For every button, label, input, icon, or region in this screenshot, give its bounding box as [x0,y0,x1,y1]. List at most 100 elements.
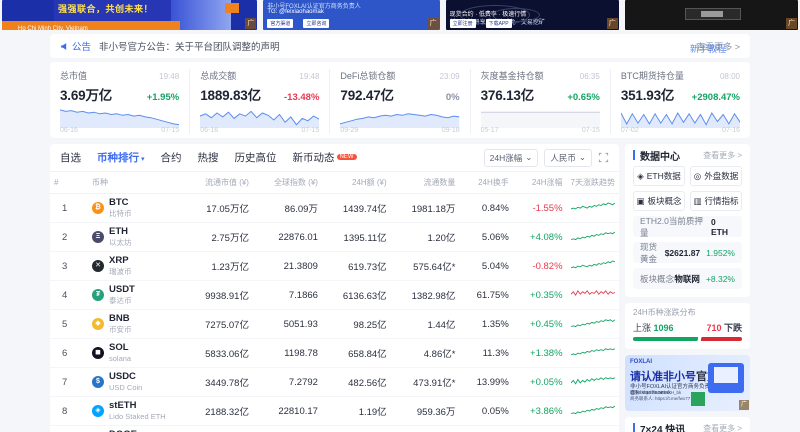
period-select[interactable]: 24H涨幅 ⌄ [483,148,539,167]
cell-coin[interactable]: ◈ stETH Lido Staked ETH [88,396,184,426]
cell-price: 1198.78 [252,338,322,368]
table-row[interactable]: 1 ₿ BTC 比特币 17.05万亿 86.09万 1439.74亿 1981.18万 0.8… [50,193,619,223]
sidebar-ad[interactable]: FOXLAI 请认准非小号官方渠道 非小号FOXLAI认证官方商务负责人TG: … [625,355,750,411]
cell-coin[interactable]: ◆ BNB 币安币 [88,309,184,339]
cell-trend [566,193,619,223]
stat-row-spot-gold[interactable]: 现货黄金 $2621.87 1.952% [633,242,742,264]
th-volume[interactable]: 24H额 (¥) [321,172,391,194]
ad-banner-1[interactable]: 强强联合，共创未来！ Ho Chi Minh City, Vietnam 广告 [2,0,258,30]
cell-coin[interactable]: ₮ USDT 泰达币 [88,280,184,310]
stat-card-defi-tvl[interactable]: DeFi总锁仓额 23:09 792.47亿 0% 09-29 09-18 [330,69,471,134]
button-market-indicators[interactable]: ▥ 行情指标 [690,191,742,211]
tab-new-coins[interactable]: 新币动态 NEW [293,150,357,165]
coin-name: 以太坊 [109,238,132,247]
th-price[interactable]: 全球指数 (¥) [252,172,322,194]
data-center-more-link[interactable]: 查看更多 > [703,150,742,160]
sparkline-grayscale [480,106,600,128]
announcement-text: 非小号官方公告：关于平台团队调整的声明 [99,42,280,53]
cell-supply: 575.64亿* [390,251,460,281]
table-row[interactable]: 3 ✕ XRP 瑞波币 1.23万亿 21.3809 619.73亿 575.64亿* 5.04… [50,251,619,281]
cell-rank: 5 [50,309,88,339]
ad-banner-2[interactable]: 非小号FOXLAI认证官方商务负责人 TG: @feixiaohaomak 官方… [263,0,440,30]
stat-card-total-volume[interactable]: 总成交额 19:48 1889.83亿 -13.48% 06-16 07-15 [190,69,331,134]
th-turnover[interactable]: 24H换手 [459,172,513,194]
cell-price: 7.2792 [252,367,322,397]
coin-tabs: 自选 币种排行 ▾ 合约 热搜 历史高位 新币动态 NEW 24H涨幅 ⌄ 人民币 ⌄ [50,144,619,172]
stat-row-eth2-staked[interactable]: ETH2.0当前质押量 0 ETH [633,215,742,238]
data-center-buttons: ◈ ETH数据 ◎ 外盘数据 ▣ 板块概念 ▥ 行情指标 [633,166,742,211]
ad-banner-2-chip1[interactable]: 官方渠道 [267,19,294,28]
sidebar-ad-headline-prefix: 请认准非小号 [630,371,696,383]
table-row[interactable]: 2 Ξ ETH 以太坊 2.75万亿 22876.01 1395.11亿 1.20亿 5.06%… [50,222,619,252]
stat-label: BTC期货持仓量 [620,71,684,81]
sidebar-ad-illustration-screen [714,367,738,383]
tab-historical-high[interactable]: 历史高位 [234,152,277,164]
trend-sparkline [571,405,615,415]
th-coin[interactable]: 币种 [88,172,184,194]
cell-coin[interactable]: ◼ SOL solana [88,338,184,368]
table-row[interactable]: 4 ₮ USDT 泰达币 9938.91亿 7.1866 6136.63亿 1382.98亿 6… [50,280,619,310]
th-rank[interactable]: # [50,172,88,194]
cell-price: 86.09万 [252,193,322,223]
button-eth-data[interactable]: ◈ ETH数据 [633,166,685,186]
cell-coin[interactable]: ✕ XRP 瑞波币 [88,251,184,281]
ad-banner-3-chip2[interactable]: 下载APP [485,19,512,28]
cell-supply: 473.91亿* [390,367,460,397]
table-row[interactable]: 7 $ USDC USD Coin 3449.78亿 7.2792 482.56亿 473.9… [50,367,619,397]
cell-rank: 1 [50,193,88,223]
tab-favorites[interactable]: 自选 [60,152,81,164]
cell-coin[interactable]: ÐDOGE狗狗币 [88,425,184,432]
trend-sparkline [571,260,615,269]
button-sector-concepts[interactable]: ▣ 板块概念 [633,191,685,211]
currency-select[interactable]: 人民币 ⌄ [544,148,592,167]
announcement-more-link[interactable]: 查看更多 > [696,41,740,52]
ad-banner-3[interactable]: 现货合约 · 低费率 · 极速行情 新用户注册享手续费减免 · 交易挖矿 立即注… [445,0,619,30]
stat-time: 19:48 [159,72,180,81]
button-overseas-data[interactable]: ◎ 外盘数据 [690,166,742,186]
coin-icon: ◆ [92,318,104,330]
sparkline-btc-futures-oi [620,106,741,128]
trend-sparkline [571,348,615,356]
trend-sparkline [571,319,615,328]
cell-price: 1.4634 [252,425,322,432]
table-row[interactable]: 9ÐDOGE狗狗币2161.14亿1.4634374.62亿1476.75亿17… [50,425,619,432]
stat-axis-right: 07-16 [722,127,741,134]
ad-badge-4: 广告 [786,18,797,29]
cell-volume: 1439.74亿 [321,193,391,223]
cell-coin[interactable]: $ USDC USD Coin [88,367,184,397]
stat-row-label: 板块概念 [640,273,675,284]
stat-card-total-marketcap[interactable]: 总市值 19:48 3.69万亿 +1.95% 06-16 07-15 [50,69,191,134]
announcement-bar[interactable]: 公告 非小号官方公告：关于平台团队调整的声明 查看更多 > [50,34,750,58]
cell-trend [566,222,619,252]
ad-banner-3-chip1[interactable]: 立即注册 [449,19,476,28]
th-supply[interactable]: 流通数量 [390,172,460,194]
cell-coin[interactable]: ₿ BTC 比特币 [88,193,184,223]
expand-icon[interactable] [598,152,609,163]
table-row[interactable]: 5 ◆ BNB 币安币 7275.07亿 5051.93 98.25亿 1.44亿 1.35% +… [50,309,619,339]
th-change[interactable]: 24H涨幅 [512,172,567,194]
cell-turnover: 11.3% [459,338,513,368]
tab-contracts[interactable]: 合约 [160,152,182,164]
beginner-guide-link[interactable]: 新手教程 [690,44,727,54]
ad-banner-2-chip2[interactable]: 立即咨询 [303,19,330,28]
tab-coin-ranking[interactable]: 币种排行 ▾ [97,150,145,165]
coin-name: solana [109,354,132,363]
stat-row-sector-concept[interactable]: 板块概念 物联网 +8.32% [633,268,742,289]
cell-supply: 1.20亿 [390,222,460,252]
stat-card-grayscale[interactable]: 灰度基金持仓额 06:35 376.13亿 +0.65% 05-17 07-15 [471,69,611,134]
cell-turnover: 1.35% [459,309,513,339]
news-more-link[interactable]: 查看更多 > [703,423,742,432]
cell-marketcap: 3449.78亿 [184,367,253,397]
cell-coin[interactable]: Ξ ETH 以太坊 [88,222,184,252]
table-row[interactable]: 6 ◼ SOL solana 5833.06亿 1198.78 658.84亿 4.86亿* 1… [50,338,619,368]
stat-axis-right: 07-15 [161,127,180,134]
announcement-tag: 公告 [60,39,91,53]
th-marketcap[interactable]: 流通市值 (¥) [184,172,253,194]
cell-volume: 482.56亿 [321,367,391,397]
table-row[interactable]: 8 ◈ stETH Lido Staked ETH 2188.32亿 22810.17 1.… [50,396,619,426]
cell-change: +1.67% [512,425,567,432]
stat-card-btc-futures-oi[interactable]: BTC期货持仓量 08:00 351.93亿 +2908.47% 07-02 07-1… [611,69,750,134]
stat-row-label: ETH2.0当前质押量 [640,215,703,238]
tab-trending[interactable]: 热搜 [197,152,219,164]
ad-banner-4[interactable]: 广告 [624,0,798,30]
